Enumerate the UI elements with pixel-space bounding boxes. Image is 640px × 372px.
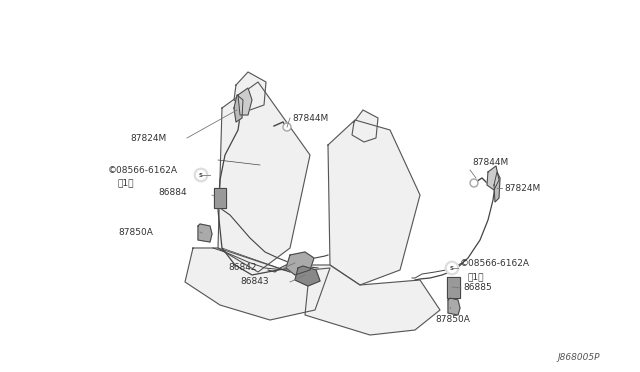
Text: 87844M: 87844M xyxy=(292,113,328,122)
Polygon shape xyxy=(352,110,378,142)
Polygon shape xyxy=(234,72,266,110)
Circle shape xyxy=(470,179,478,187)
Circle shape xyxy=(447,263,456,273)
Polygon shape xyxy=(218,82,310,272)
Text: S: S xyxy=(199,173,203,177)
Circle shape xyxy=(472,180,477,186)
Polygon shape xyxy=(198,224,212,242)
Text: （1）: （1） xyxy=(118,179,134,187)
Text: 86843: 86843 xyxy=(240,278,269,286)
Polygon shape xyxy=(185,248,330,320)
Circle shape xyxy=(285,125,289,129)
Text: 87850A: 87850A xyxy=(435,315,470,324)
Polygon shape xyxy=(447,277,460,298)
Text: 86884: 86884 xyxy=(158,187,187,196)
Circle shape xyxy=(194,168,208,182)
Text: 87824M: 87824M xyxy=(130,134,166,142)
Polygon shape xyxy=(214,188,226,208)
Text: 86842: 86842 xyxy=(228,263,257,273)
Polygon shape xyxy=(328,120,420,285)
Polygon shape xyxy=(305,265,440,335)
Text: J868005P: J868005P xyxy=(557,353,600,362)
Polygon shape xyxy=(234,95,243,122)
Polygon shape xyxy=(487,166,499,190)
Circle shape xyxy=(196,170,205,180)
Polygon shape xyxy=(494,172,500,202)
Polygon shape xyxy=(295,266,320,286)
Polygon shape xyxy=(448,298,460,315)
Polygon shape xyxy=(238,88,252,115)
Text: （1）: （1） xyxy=(468,273,484,282)
Polygon shape xyxy=(286,252,314,275)
Text: 87824M: 87824M xyxy=(504,183,540,192)
Text: 86885: 86885 xyxy=(463,283,492,292)
Text: 87850A: 87850A xyxy=(118,228,153,237)
Text: ©08566-6162A: ©08566-6162A xyxy=(460,260,530,269)
Text: S: S xyxy=(450,266,454,270)
Circle shape xyxy=(445,261,459,275)
Circle shape xyxy=(283,123,291,131)
Text: ©08566-6162A: ©08566-6162A xyxy=(108,166,178,174)
Text: 87844M: 87844M xyxy=(472,157,508,167)
